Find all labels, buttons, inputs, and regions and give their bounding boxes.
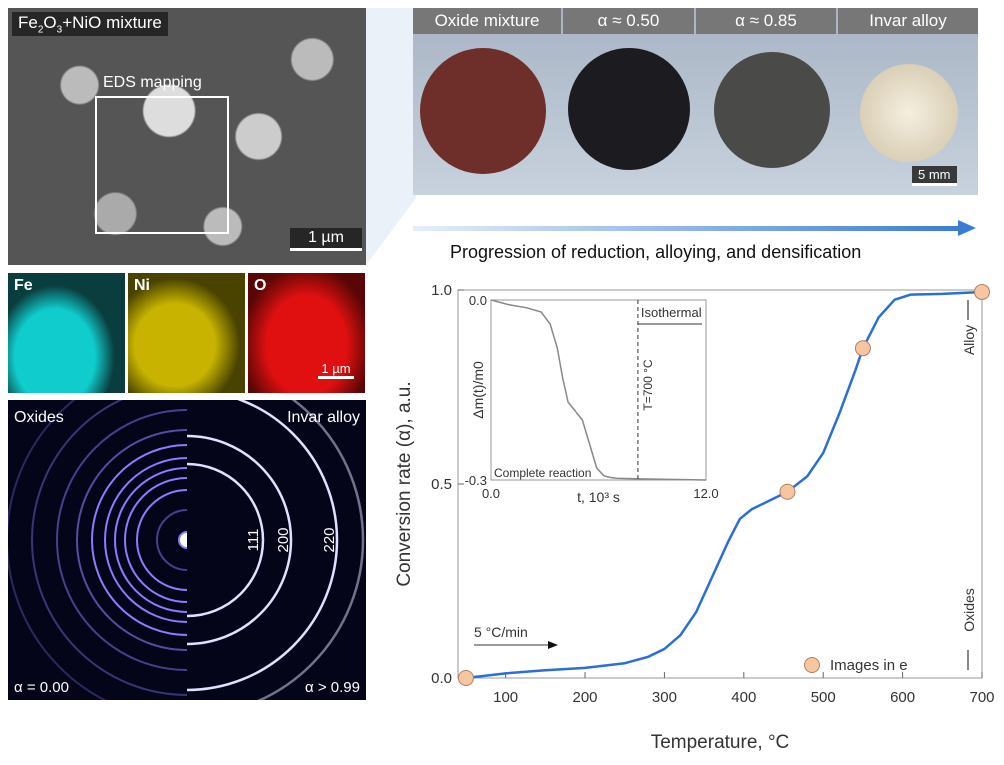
eds-region-box xyxy=(95,96,229,234)
image-marker xyxy=(457,670,474,686)
progression-arrow xyxy=(413,226,961,231)
alpha-right: α > 0.99 xyxy=(305,679,360,696)
conversion-chart: 100 200 300 400 500 600 700 0.0 0.5 1.0 Temperatur… xyxy=(394,282,995,753)
inset-y-label: Δm(t)/m0 xyxy=(470,361,486,419)
progression-text: Progression of reduction, alloying, and … xyxy=(450,242,862,262)
x-tick-label: 700 xyxy=(969,689,994,706)
x-tick-label: 100 xyxy=(493,689,518,706)
mass-loss-curve xyxy=(490,299,707,481)
x-axis-label: Temperature, °C xyxy=(651,732,790,753)
eds-map-ni: Ni xyxy=(128,273,245,393)
arrow-head xyxy=(958,220,976,236)
inset-frame xyxy=(490,299,707,481)
disc-oxide xyxy=(420,48,546,174)
isothermal-label: Isothermal xyxy=(641,305,702,320)
x-tick-label: 500 xyxy=(811,689,836,706)
oxides-label: Oxides xyxy=(14,409,64,426)
inset-x-label: t, 10³ s xyxy=(577,489,620,505)
image-marker xyxy=(974,283,990,300)
header-a085: α ≈ 0.85 xyxy=(696,8,836,34)
x-tick-label: 300 xyxy=(652,689,677,706)
eds-map-o: O 1 µm xyxy=(248,273,365,393)
inset-y-tick: -0.3 xyxy=(465,473,487,488)
y-tick-label: 1.0 xyxy=(431,282,452,299)
zoom-connector xyxy=(366,8,416,265)
y-tick-label: 0.0 xyxy=(431,670,452,687)
inset-x-tick: 0.0 xyxy=(482,486,500,501)
alloy-annotation: Alloy xyxy=(961,325,977,355)
header-oxide: Oxide mixture xyxy=(413,8,561,34)
header-a050: α ≈ 0.50 xyxy=(563,8,694,34)
eds-label: O xyxy=(254,277,267,294)
x-tick-label: 400 xyxy=(731,689,756,706)
sem-image: Fe2O3+NiO mixture EDS mapping 1 µm xyxy=(8,8,366,265)
header-invar: Invar alloy xyxy=(838,8,978,34)
image-marker xyxy=(779,483,796,500)
conversion-curve xyxy=(465,290,983,680)
x-tick-label: 600 xyxy=(890,689,915,706)
y-tick-label: 0.5 xyxy=(431,476,452,493)
complete-reaction-label: Complete reaction xyxy=(494,466,591,480)
eds-label: Ni xyxy=(134,277,150,294)
disc-invar xyxy=(860,64,958,162)
eds-map-fe: Fe xyxy=(8,273,125,393)
legend-label: Images in e xyxy=(830,657,908,674)
y-axis-label: Conversion rate (α), a.u. xyxy=(394,381,415,586)
alpha-left: α = 0.00 xyxy=(14,679,69,696)
inset-x-tick: 12.0 xyxy=(693,486,718,501)
inset-y-tick: 0.0 xyxy=(469,293,487,308)
disc-a050 xyxy=(568,48,690,170)
image-marker xyxy=(854,340,871,357)
eds-label: Fe xyxy=(14,277,33,294)
invar-label: Invar alloy xyxy=(287,409,360,426)
photo-scale-bar: 5 mm xyxy=(912,166,957,186)
temperature-label: T=700 °C xyxy=(641,359,655,410)
x-tick-label: 200 xyxy=(573,689,598,706)
eds-box-label: EDS mapping xyxy=(103,74,202,91)
disc-a085 xyxy=(714,52,830,168)
legend-marker xyxy=(804,657,820,673)
ring-111: 111 xyxy=(245,529,262,552)
scale-bar: 1 µm xyxy=(290,228,362,251)
ring-220: 220 xyxy=(321,527,338,552)
scale-bar: 1 µm xyxy=(318,361,354,379)
oxides-annotation: Oxides xyxy=(961,588,977,632)
ring-200: 200 xyxy=(275,527,292,552)
diffraction-patterns: Oxides Invar alloy α = 0.00 α > 0.99 111… xyxy=(8,400,366,700)
sem-title: Fe2O3+NiO mixture xyxy=(12,12,168,37)
rate-annotation: 5 °C/min xyxy=(474,624,528,640)
rate-arrowhead xyxy=(548,641,558,649)
